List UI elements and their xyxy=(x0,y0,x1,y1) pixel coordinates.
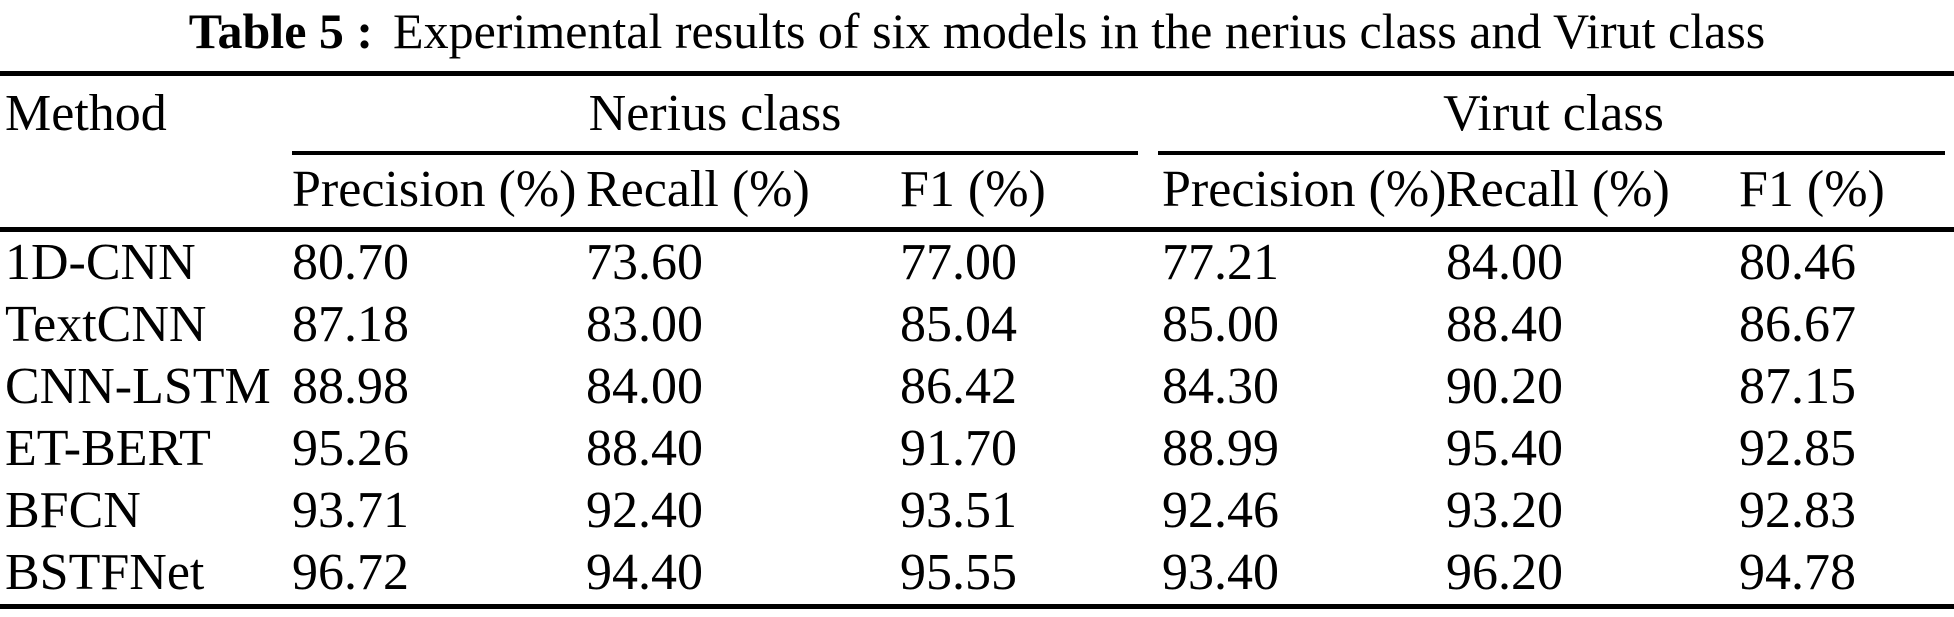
method-cell: TextCNN xyxy=(5,296,207,353)
method-cell: ET-BERT xyxy=(5,420,211,477)
virut-f1-header: F1 (%) xyxy=(1739,161,1885,218)
value-cell: 86.67 xyxy=(1739,296,1856,353)
nerius-recall-header: Recall (%) xyxy=(586,161,810,218)
value-cell: 95.55 xyxy=(900,544,1017,601)
value-cell: 80.70 xyxy=(292,234,409,291)
table-row: 1D-CNN 80.70 73.60 77.00 77.21 84.00 80.… xyxy=(0,232,1954,294)
virut-precision-header: Precision (%) xyxy=(1162,161,1447,218)
virut-recall-header: Recall (%) xyxy=(1446,161,1670,218)
method-cell: CNN-LSTM xyxy=(5,358,271,415)
value-cell: 86.42 xyxy=(900,358,1017,415)
value-cell: 92.46 xyxy=(1162,482,1279,539)
value-cell: 73.60 xyxy=(586,234,703,291)
table-row: BFCN 93.71 92.40 93.51 92.46 93.20 92.83 xyxy=(0,480,1954,542)
table-bottom-rule xyxy=(0,604,1954,609)
value-cell: 95.40 xyxy=(1446,420,1563,477)
value-cell: 92.40 xyxy=(586,482,703,539)
value-cell: 77.00 xyxy=(900,234,1017,291)
method-cell: BSTFNet xyxy=(5,544,205,601)
table-top-rule xyxy=(0,71,1954,76)
value-cell: 90.20 xyxy=(1446,358,1563,415)
nerius-group-underline xyxy=(292,151,1138,155)
value-cell: 92.85 xyxy=(1739,420,1856,477)
value-cell: 91.70 xyxy=(900,420,1017,477)
value-cell: 95.26 xyxy=(292,420,409,477)
value-cell: 93.40 xyxy=(1162,544,1279,601)
table-row: BSTFNet 96.72 94.40 95.55 93.40 96.20 94… xyxy=(0,542,1954,604)
value-cell: 77.21 xyxy=(1162,234,1279,291)
value-cell: 84.30 xyxy=(1162,358,1279,415)
value-cell: 80.46 xyxy=(1739,234,1856,291)
group-header-row: Method Nerius class Virut class xyxy=(0,76,1954,151)
value-cell: 85.00 xyxy=(1162,296,1279,353)
value-cell: 92.83 xyxy=(1739,482,1856,539)
table-caption-label: Table 5 : xyxy=(188,3,374,59)
table-row: TextCNN 87.18 83.00 85.04 85.00 88.40 86… xyxy=(0,294,1954,356)
value-cell: 93.20 xyxy=(1446,482,1563,539)
value-cell: 87.18 xyxy=(292,296,409,353)
value-cell: 96.72 xyxy=(292,544,409,601)
nerius-group-header: Nerius class xyxy=(588,84,842,142)
value-cell: 88.99 xyxy=(1162,420,1279,477)
table-caption-text: Experimental results of six models in th… xyxy=(393,3,1766,59)
value-cell: 94.40 xyxy=(586,544,703,601)
value-cell: 93.51 xyxy=(900,482,1017,539)
value-cell: 88.40 xyxy=(1446,296,1563,353)
table-row: ET-BERT 95.26 88.40 91.70 88.99 95.40 92… xyxy=(0,418,1954,480)
value-cell: 94.78 xyxy=(1739,544,1856,601)
value-cell: 83.00 xyxy=(586,296,703,353)
value-cell: 93.71 xyxy=(292,482,409,539)
value-cell: 87.15 xyxy=(1739,358,1856,415)
virut-group-underline xyxy=(1158,151,1945,155)
table-caption: Table 5 : Experimental results of six mod… xyxy=(0,0,1954,62)
table-row: CNN-LSTM 88.98 84.00 86.42 84.30 90.20 8… xyxy=(0,356,1954,418)
value-cell: 96.20 xyxy=(1446,544,1563,601)
method-cell: BFCN xyxy=(5,482,141,539)
virut-group-header: Virut class xyxy=(1443,84,1664,142)
value-cell: 84.00 xyxy=(586,358,703,415)
value-cell: 88.98 xyxy=(292,358,409,415)
metric-header-row: Precision (%) Recall (%) F1 (%) Precisio… xyxy=(0,155,1954,225)
table-header-rule xyxy=(0,227,1954,232)
value-cell: 84.00 xyxy=(1446,234,1563,291)
method-column-header: Method xyxy=(5,84,167,142)
method-cell: 1D-CNN xyxy=(5,234,196,291)
nerius-precision-header: Precision (%) xyxy=(292,161,577,218)
value-cell: 88.40 xyxy=(586,420,703,477)
value-cell: 85.04 xyxy=(900,296,1017,353)
nerius-f1-header: F1 (%) xyxy=(900,161,1046,218)
